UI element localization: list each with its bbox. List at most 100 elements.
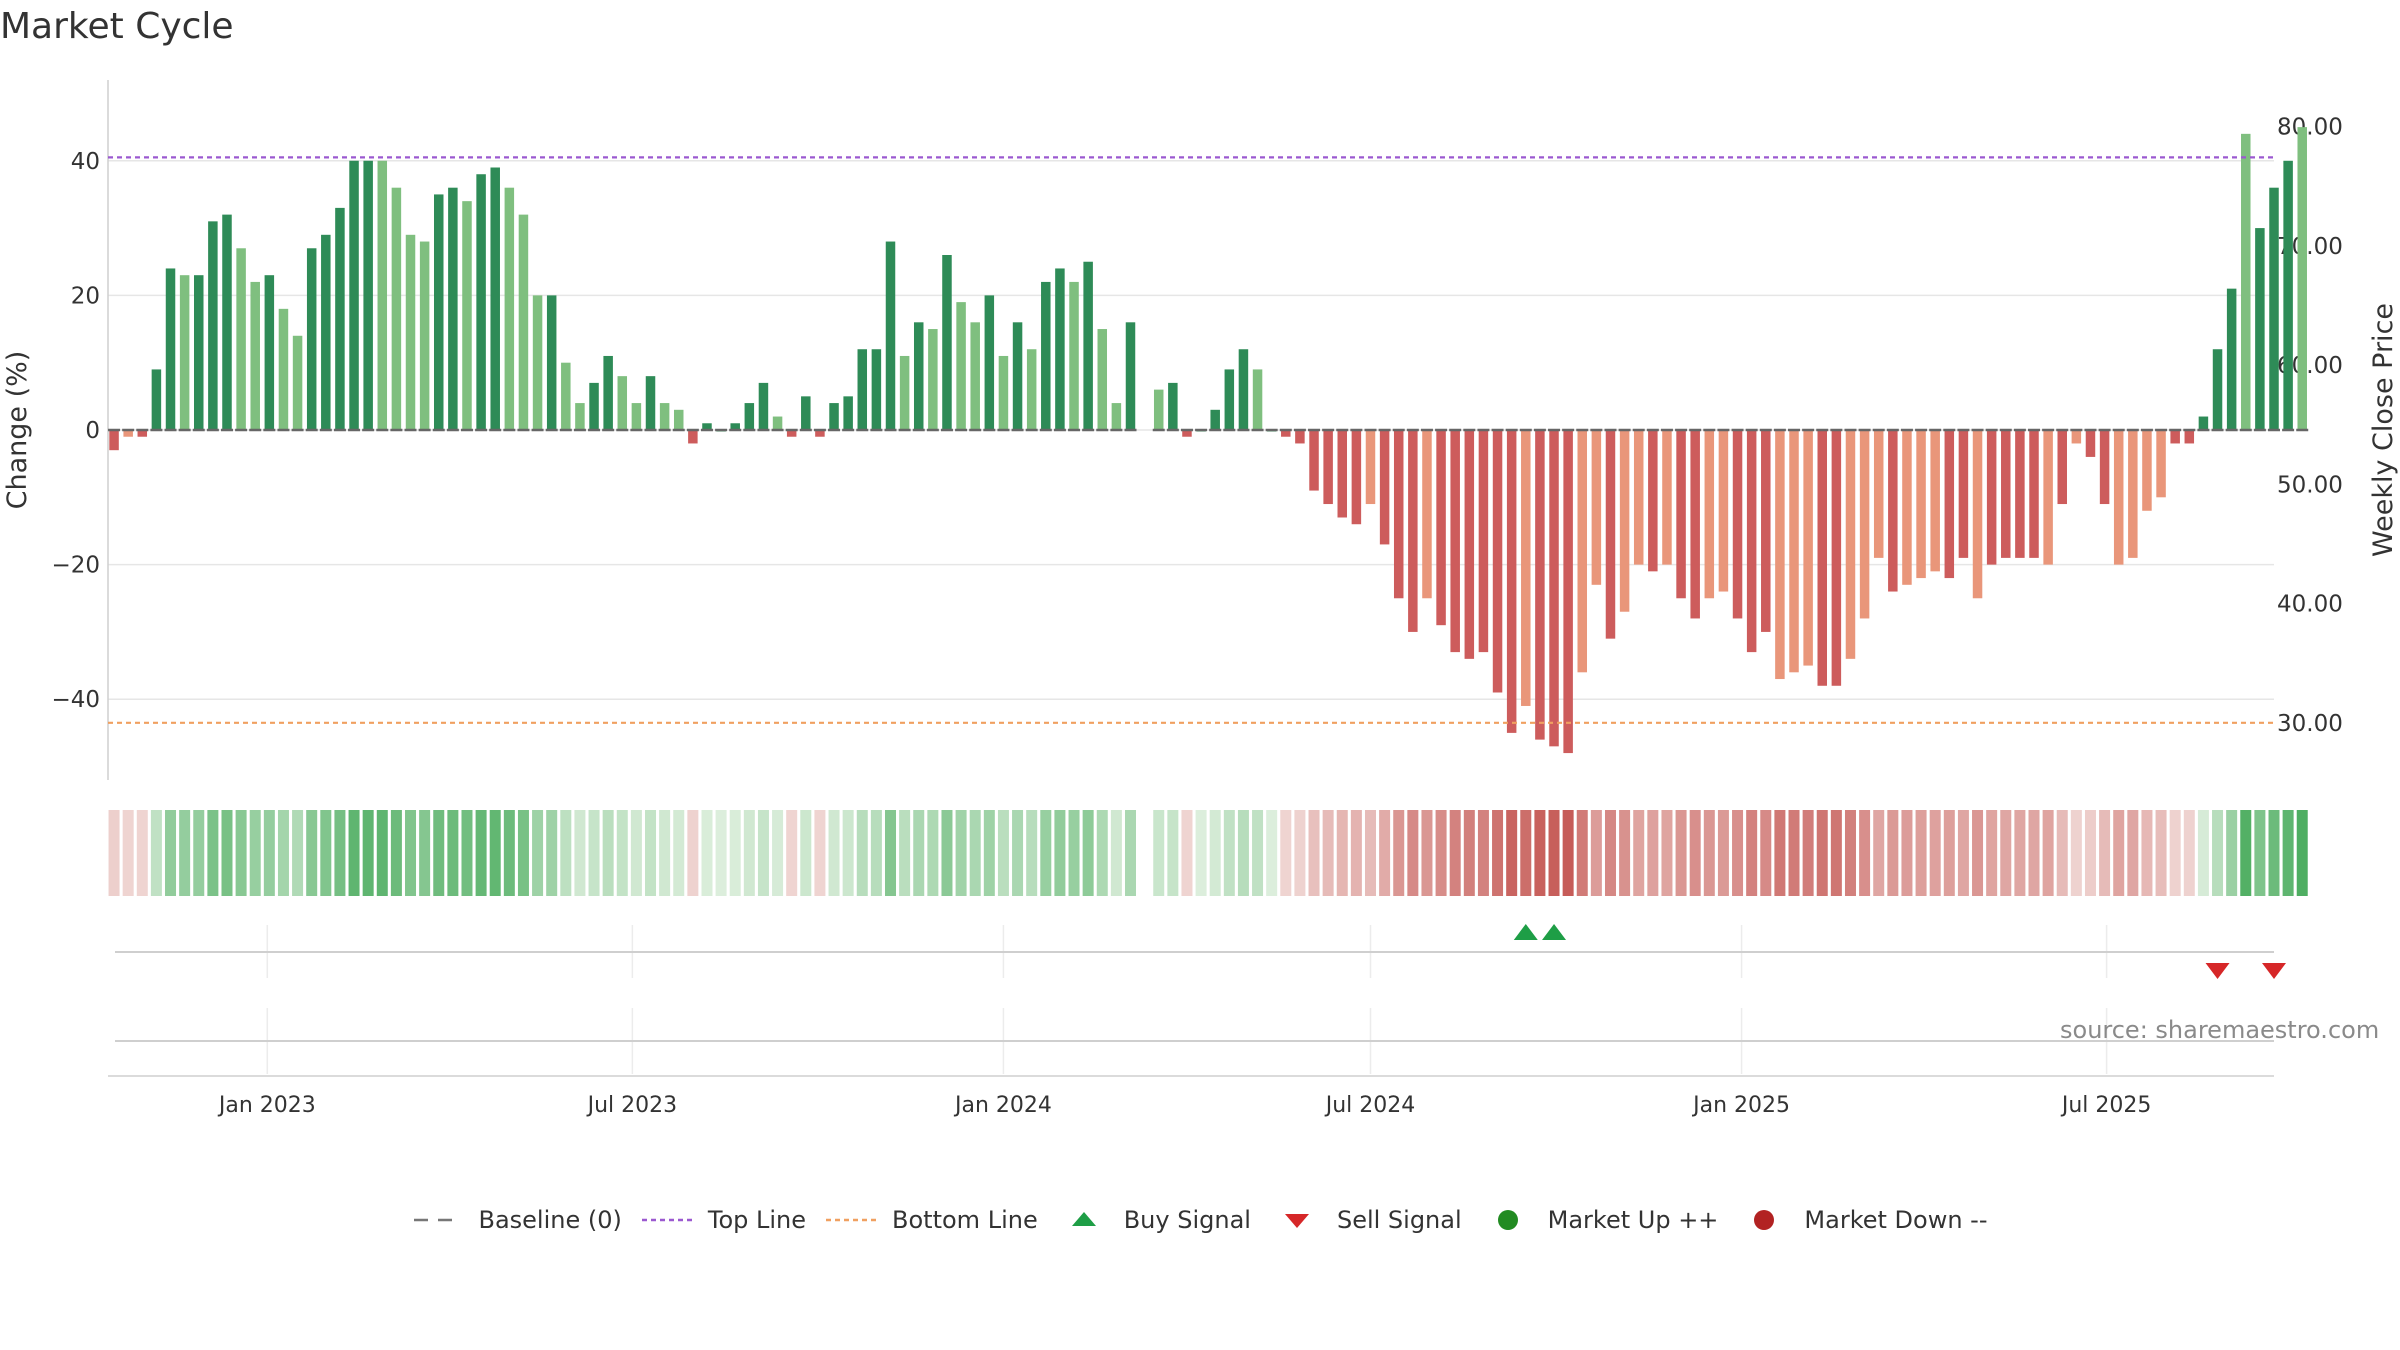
heat-cell: [1887, 810, 1899, 896]
bar: [1464, 430, 1475, 659]
heat-cell: [334, 810, 346, 896]
heat-cell: [1110, 810, 1122, 896]
bar: [1450, 430, 1460, 653]
heat-cell: [1703, 810, 1715, 896]
bar: [1323, 430, 1333, 505]
heat-cell: [1647, 810, 1659, 896]
legend-item[interactable]: Baseline (0): [412, 1206, 622, 1234]
heat-cell: [546, 810, 558, 896]
heat-cell: [983, 810, 995, 896]
bar: [377, 160, 388, 430]
legend-item[interactable]: Market Down --: [1738, 1206, 1988, 1234]
y-axis-title: Change (%): [2, 351, 33, 510]
heat-cell: [165, 810, 177, 896]
heat-cell: [136, 810, 148, 896]
heat-cell: [2113, 810, 2125, 896]
heat-cell: [560, 810, 572, 896]
heat-cell: [263, 810, 275, 896]
heat-cell: [1957, 810, 1969, 896]
heat-cell: [489, 810, 501, 896]
bar: [1690, 430, 1700, 619]
heat-cell: [1096, 810, 1108, 896]
bar: [1422, 430, 1432, 599]
heat-cell: [757, 810, 769, 896]
bar: [1408, 430, 1418, 632]
heat-cell: [2042, 810, 2054, 896]
bar: [645, 376, 656, 430]
bar: [1125, 322, 1136, 430]
heat-cell: [1124, 810, 1136, 896]
heat-cell: [1520, 810, 1532, 896]
x-tick-label: Jan 2025: [1691, 1093, 1790, 1118]
heat-cell: [1435, 810, 1447, 896]
heat-cell: [475, 810, 487, 896]
heat-cell: [1181, 810, 1193, 896]
bar: [1775, 430, 1785, 680]
heat-cell: [969, 810, 981, 896]
heat-cell: [221, 810, 233, 896]
bar: [1958, 430, 1969, 558]
bar: [1549, 430, 1559, 747]
bar: [1224, 369, 1235, 430]
legend-item[interactable]: Market Up ++: [1482, 1206, 1718, 1234]
x-tick-label: Jul 2025: [2060, 1093, 2152, 1118]
buy-signal-marker: [1513, 924, 1538, 940]
heat-cell: [1012, 810, 1024, 896]
bar: [1436, 430, 1446, 626]
bar: [1365, 430, 1376, 505]
bar: [1506, 430, 1517, 733]
heat-cell: [179, 810, 191, 896]
legend-item[interactable]: Top Line: [641, 1206, 806, 1234]
bar: [292, 335, 303, 430]
legend-item[interactable]: Bottom Line: [826, 1206, 1038, 1234]
bar: [1845, 430, 1856, 659]
bar: [2099, 430, 2110, 505]
heat-cell: [2155, 810, 2167, 896]
legend-item[interactable]: Buy Signal: [1058, 1206, 1251, 1234]
bar: [532, 295, 543, 430]
heat-cell: [574, 810, 586, 896]
heat-cell: [616, 810, 628, 896]
bar: [1153, 389, 1164, 430]
bar: [137, 430, 148, 437]
heat-cell: [899, 810, 911, 896]
heat-cell: [1732, 810, 1744, 896]
bar: [1535, 430, 1545, 740]
heat-cell: [1943, 810, 1955, 896]
bar: [561, 362, 571, 430]
bar: [518, 214, 529, 430]
bar: [433, 194, 444, 430]
y-tick-label: −40: [51, 687, 100, 713]
bar: [1281, 430, 1291, 437]
bar: [264, 275, 275, 430]
bar: [1210, 409, 1220, 430]
legend-swatch-dash: [412, 1208, 464, 1232]
bar: [179, 275, 190, 430]
bar: [2269, 187, 2279, 430]
heat-cell: [687, 810, 699, 896]
bar: [2043, 430, 2053, 565]
bar: [1916, 430, 1926, 579]
bar: [2184, 430, 2195, 444]
bar: [123, 430, 133, 437]
bar: [2156, 430, 2166, 498]
heat-cell: [1153, 810, 1165, 896]
heat-cell: [630, 810, 642, 896]
bar: [688, 430, 698, 444]
right-y-tick-label: 40.00: [2277, 592, 2343, 618]
heat-cell: [292, 810, 304, 896]
heat-cell: [320, 810, 332, 896]
bar: [1619, 430, 1630, 612]
y-tick-label: 0: [85, 418, 100, 444]
bar: [1676, 430, 1686, 599]
heat-cell: [362, 810, 374, 896]
bar: [970, 322, 980, 430]
heat-cell: [955, 810, 967, 896]
bar: [702, 423, 712, 430]
legend-swatch-tri-down: [1271, 1208, 1323, 1232]
legend-item[interactable]: Sell Signal: [1271, 1206, 1462, 1234]
bar: [631, 403, 642, 430]
bar: [1972, 430, 1983, 599]
bar: [744, 403, 755, 430]
bar: [2085, 430, 2096, 457]
